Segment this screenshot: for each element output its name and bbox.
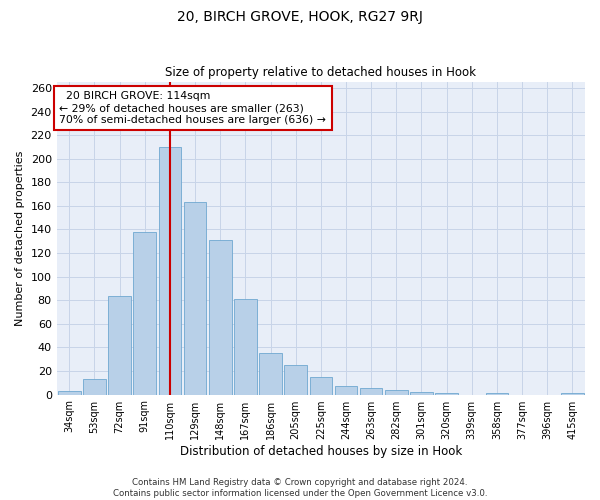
Bar [184,202,206,394]
Bar [158,147,181,394]
Bar [385,390,407,394]
Bar [209,240,232,394]
Bar [133,232,156,394]
Bar [310,377,332,394]
Bar [259,354,282,395]
Bar [234,299,257,394]
Bar [108,296,131,394]
X-axis label: Distribution of detached houses by size in Hook: Distribution of detached houses by size … [180,444,462,458]
Bar [410,392,433,394]
Bar [335,386,358,394]
Bar [58,391,80,394]
Bar [284,365,307,394]
Text: 20 BIRCH GROVE: 114sqm
← 29% of detached houses are smaller (263)
70% of semi-de: 20 BIRCH GROVE: 114sqm ← 29% of detached… [59,92,326,124]
Title: Size of property relative to detached houses in Hook: Size of property relative to detached ho… [166,66,476,80]
Text: Contains HM Land Registry data © Crown copyright and database right 2024.
Contai: Contains HM Land Registry data © Crown c… [113,478,487,498]
Bar [83,380,106,394]
Text: 20, BIRCH GROVE, HOOK, RG27 9RJ: 20, BIRCH GROVE, HOOK, RG27 9RJ [177,10,423,24]
Y-axis label: Number of detached properties: Number of detached properties [15,150,25,326]
Bar [360,388,382,394]
